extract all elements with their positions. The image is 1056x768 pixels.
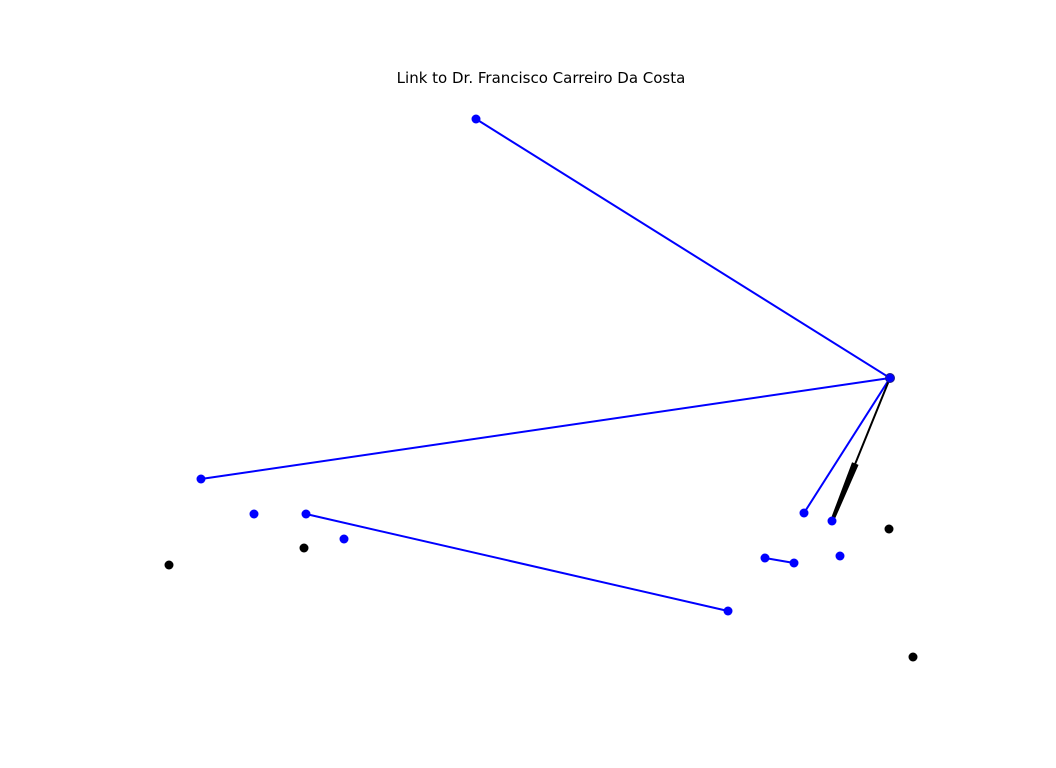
edge-n6-n7 — [764, 557, 795, 564]
node-b2 — [299, 543, 309, 553]
node-n8 — [723, 606, 733, 616]
node-n10 — [827, 516, 837, 526]
node-n7 — [789, 558, 799, 568]
node-hub — [885, 373, 895, 383]
nodes-layer — [164, 114, 918, 662]
node-n3 — [196, 474, 206, 484]
node-n4 — [249, 509, 259, 519]
node-n11 — [835, 551, 845, 561]
graph-title: Link to Dr. Francisco Carreiro Da Costa — [396, 69, 686, 87]
node-b4 — [908, 652, 918, 662]
node-n6 — [760, 553, 770, 563]
node-n1 — [471, 114, 481, 124]
node-n5 — [301, 509, 311, 519]
node-n12 — [339, 534, 349, 544]
edge-n3-hub — [200, 377, 891, 480]
node-n9 — [799, 508, 809, 518]
node-b3 — [884, 524, 894, 534]
node-b1 — [164, 560, 174, 570]
arrowhead-hub-n10 — [831, 462, 859, 519]
edge-n1-hub — [475, 118, 891, 379]
edge-n9-hub — [803, 377, 891, 514]
edges-layer — [200, 118, 891, 612]
edge-n5-n8 — [305, 513, 729, 612]
